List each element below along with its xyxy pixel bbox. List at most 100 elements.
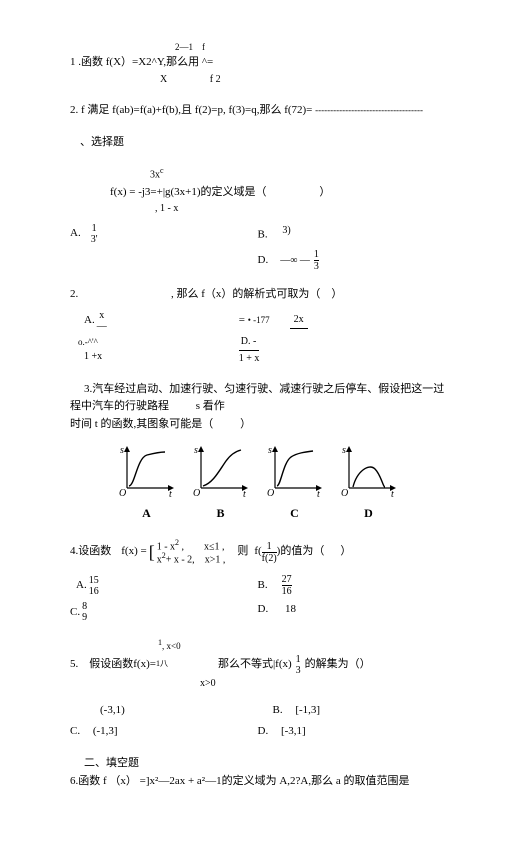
p1-opts-row2: D. —∞ — 1 3	[70, 249, 445, 272]
q1-f2: f 2	[210, 74, 221, 85]
q1-text: 1 .函数 f(X）=X2^Y,那么用	[70, 56, 199, 68]
graph-d: s t O	[339, 443, 399, 498]
p5-then: 那么不等式|f(x)	[218, 656, 292, 674]
p5-optD-label: D.	[258, 725, 269, 737]
p2-cstar: o.-^'^	[78, 335, 239, 349]
p4-optD: D. 18	[258, 601, 446, 623]
p5-cond1: , x<0	[162, 641, 181, 651]
svg-text:O: O	[119, 488, 126, 498]
p1-stem: f(x) = -j3=+|g(3x+1)的定义域是（	[110, 186, 267, 198]
p3-texta: 3.汽车经过启动、加速行驶、匀速行驶、减速行驶之后停车、假设把这一过程中汽车的行…	[70, 383, 444, 413]
p1-optB-val: 3)	[282, 225, 290, 236]
p5-stem-a: 5. 假设函数	[70, 656, 133, 674]
p4-fcall: f(	[254, 543, 261, 561]
p2-d-label: D. -	[239, 334, 260, 351]
p4-optC-label: C.	[70, 604, 80, 622]
p1-top-text: 3x	[150, 170, 160, 181]
p1-mid: , 1 - x	[155, 201, 445, 217]
q2-dashes: ------------------------------------	[315, 105, 423, 115]
p2-stem-row: 2. , 那么 f（x）的解析式可取为（ ）	[70, 286, 445, 304]
p5-optB-label: B.	[273, 704, 283, 716]
p4-bracket: [	[149, 538, 155, 567]
label-d: D	[339, 504, 399, 523]
q1-sup: 2—1 f	[175, 40, 445, 54]
p1-optD: D. —∞ — 1 3	[258, 249, 446, 272]
p3-line1: 3.汽车经过启动、加速行驶、匀速行驶、减速行驶之后停车、假设把这一过程中汽车的行…	[70, 381, 445, 416]
p1-optA-num: 1	[92, 223, 97, 234]
p4-close: 的值为（	[280, 543, 324, 561]
p5-optC: C. (-1,3]	[70, 723, 258, 741]
p1-top: 3xc	[150, 165, 445, 183]
svg-text:t: t	[243, 489, 246, 498]
p4-frac-d: f(2)	[262, 553, 277, 564]
p1-optD-den: 3	[314, 261, 319, 272]
p2-optC: o.-^'^ 1 +x	[70, 335, 239, 365]
p4-optB-d: 16	[282, 586, 292, 597]
p4-c1-sup: 2	[175, 538, 179, 547]
problem-2: 2. , 那么 f（x）的解析式可取为（ ） A. x — = • -177 2…	[70, 286, 445, 367]
p4-frac: 1 f(2)	[262, 541, 277, 564]
svg-text:O: O	[341, 488, 348, 498]
p1-optA-den: 3'	[91, 234, 98, 245]
p4-optB-n: 27	[282, 574, 292, 585]
p5-opts-row2: C. (-1,3] D. [-3,1]	[70, 723, 445, 741]
label-c: C	[265, 504, 325, 523]
section-2-title: 二、填空题	[84, 755, 445, 773]
problem-5: 1, x<0 5. 假设函数 f(x)=1八 那么不等式|f(x) 1 3 的解…	[70, 637, 445, 741]
q1-line: 1 .函数 f(X）=X2^Y,那么用 ^=	[70, 54, 445, 72]
q1: 2—1 f 1 .函数 f(X）=X2^Y,那么用 ^= X f 2	[70, 40, 445, 88]
p4-optD-label: D.	[258, 603, 269, 615]
svg-text:s: s	[194, 445, 198, 456]
q1-caret: ^=	[202, 56, 213, 68]
p2-cfrac: 1 +x	[84, 349, 239, 365]
q1-x: X	[160, 74, 167, 85]
p1-optA: A. 1 3'	[70, 223, 258, 245]
p2-eq-sym: =	[239, 314, 245, 326]
p4-paren: ）	[340, 543, 351, 561]
p2-optA-bot: —	[97, 321, 107, 332]
p4-optC-frac: 8 9	[82, 601, 87, 623]
problem-3: 3.汽车经过启动、加速行驶、匀速行驶、减速行驶之后停车、假设把这一过程中汽车的行…	[70, 381, 445, 524]
p2-twox-wrap: 2x	[290, 312, 308, 329]
p1-optD-sym: —∞ —	[280, 253, 310, 269]
svg-text:s: s	[342, 445, 346, 456]
p1-optB: B. 3)	[258, 223, 446, 245]
q2: 2. f 满足 f(ab)=f(a)+f(b),且 f(2)=p, f(3)=q…	[70, 102, 445, 120]
p4-case2: x2+ x - 2, x>1 ,	[157, 552, 226, 565]
p4-optA-label: A.	[76, 577, 87, 595]
p4-cases: 1 - x2 , x≤1 , x2+ x - 2, x>1 ,	[157, 539, 226, 566]
svg-text:O: O	[193, 488, 200, 498]
p2-num: 2.	[70, 288, 78, 300]
p4-optD-val: 18	[285, 603, 296, 615]
p4-optB: B. 27 16	[258, 574, 446, 597]
p2-optA: A. x —	[70, 310, 239, 332]
p1-close: ）	[319, 186, 330, 198]
p6-text: 6.函数 f （x） =]x²—2ax + a²—1的定义域为 A,2?A,那么…	[70, 775, 410, 787]
p1-optD-label: D.	[258, 252, 269, 270]
p3-textb: 时间 t 的函数,其图象可能是（	[70, 418, 213, 430]
p4-optA-n: 15	[89, 575, 99, 586]
p2-text: , 那么 f（x）的解析式可取为（ ）	[171, 288, 342, 300]
p2-row1: A. x — = • -177 2x	[70, 310, 445, 332]
p4-optB-frac: 27 16	[282, 574, 292, 597]
label-a: A	[117, 504, 177, 523]
label-b: B	[191, 504, 251, 523]
p4-fx: f(x) =	[121, 543, 146, 561]
p5-fx: f(x)=	[133, 656, 156, 674]
p4-stem-a: 4.设函数	[70, 543, 111, 561]
p1-optD-frac: 1 3	[314, 249, 319, 272]
p5-optD-val: [-3,1]	[281, 725, 306, 737]
p5-top: 1, x<0	[158, 637, 445, 653]
p4-optC-d: 9	[82, 612, 87, 623]
p1-opts-row1: A. 1 3' B. 3)	[70, 223, 445, 245]
p4-c1-cond: x≤1	[204, 541, 220, 552]
graph-c: s t O	[265, 443, 325, 498]
p2-optA-top: x	[99, 310, 104, 321]
p4-optC: C. 8 9	[70, 601, 258, 623]
p3-labels: A B C D	[70, 504, 445, 523]
p4-optA-frac: 15 16	[89, 575, 99, 597]
p2-optA-frac: x —	[97, 310, 107, 332]
p5-optA-val: (-3,1)	[100, 704, 125, 716]
svg-text:t: t	[317, 489, 320, 498]
p2-eq: = • -177	[239, 312, 270, 330]
